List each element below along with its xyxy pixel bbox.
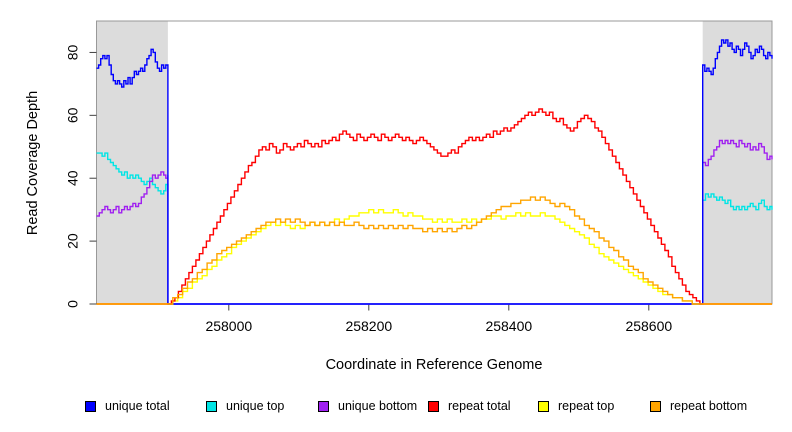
legend-item-repeat-top: repeat top: [538, 398, 614, 414]
y-tick-label: 20: [65, 233, 81, 249]
legend-item-repeat-bottom: repeat bottom: [650, 398, 747, 414]
x-tick-label: 258200: [345, 318, 392, 334]
legend-label: repeat bottom: [670, 399, 748, 413]
y-tick-label: 60: [65, 107, 81, 123]
legend-swatch-icon: [650, 400, 661, 412]
legend-swatch-icon: [206, 400, 217, 412]
x-axis-title: Coordinate in Reference Genome: [325, 357, 543, 373]
y-tick-label: 0: [65, 300, 81, 308]
legend-label: repeat total: [448, 399, 511, 413]
legend-item-repeat-total: repeat total: [428, 398, 511, 414]
plot-area: 258000 258200 258400 258600 0 20 40 60 80: [65, 20, 773, 334]
series-repeat-bottom: [96, 196, 772, 305]
legend-swatch-icon: [538, 400, 549, 412]
legend-swatch-icon: [318, 400, 329, 412]
legend: unique total unique top unique bottom repea…: [0, 398, 792, 418]
x-tick-label: 258000: [205, 318, 252, 334]
legend-item-unique-total: unique total: [85, 398, 170, 414]
legend-label: unique bottom: [338, 399, 418, 413]
legend-item-unique-bottom: unique bottom: [318, 398, 417, 414]
legend-label: unique total: [105, 399, 170, 413]
x-tick-label: 258600: [625, 318, 672, 334]
x-tick-label: 258400: [485, 318, 532, 334]
legend-swatch-icon: [428, 400, 439, 412]
y-tick-label: 40: [65, 170, 81, 186]
plot-box: [96, 20, 773, 305]
series-repeat-total: [96, 108, 772, 305]
series-unique-total: [96, 39, 773, 305]
y-tick-label: 80: [65, 44, 81, 60]
series-repeat-top: [96, 209, 772, 305]
masked-region: [96, 21, 168, 304]
masked-region: [702, 21, 772, 304]
legend-label: repeat top: [558, 399, 615, 413]
y-axis-title: Read Coverage Depth: [25, 90, 41, 236]
legend-item-unique-top: unique top: [206, 398, 284, 414]
legend-swatch-icon: [85, 400, 96, 412]
legend-label: unique top: [226, 399, 285, 413]
